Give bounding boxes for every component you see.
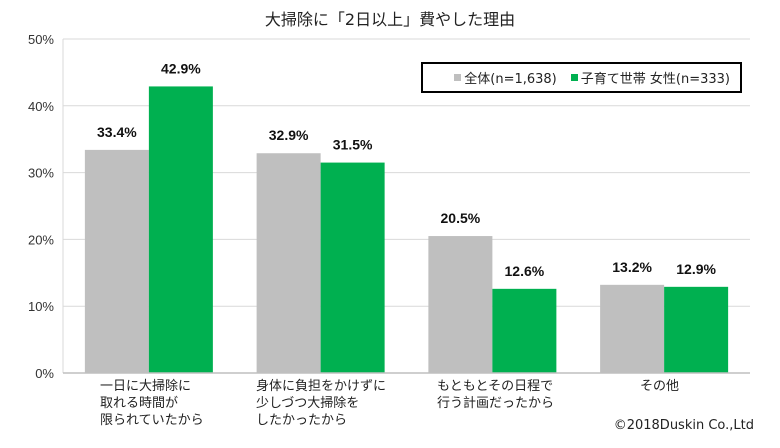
y-tick-label: 50% xyxy=(28,32,54,47)
bar xyxy=(428,236,493,373)
legend-swatch-green xyxy=(570,74,578,81)
data-label: 13.2% xyxy=(612,259,652,275)
bar xyxy=(256,153,321,373)
y-tick-label: 30% xyxy=(28,166,54,181)
data-label: 12.9% xyxy=(676,261,716,277)
data-label: 31.5% xyxy=(333,137,373,153)
bar xyxy=(492,288,557,373)
data-label: 42.9% xyxy=(161,60,201,76)
legend-swatch-gray xyxy=(454,74,462,81)
legend-label: 全体(n=1,638) xyxy=(464,72,557,87)
y-tick-label: 20% xyxy=(28,232,54,247)
copyright: ©2018Duskin Co.,Ltd xyxy=(613,418,754,433)
bar xyxy=(600,284,665,373)
data-label: 12.6% xyxy=(505,263,545,279)
category-label: もともとその日程で 行う計画だったから xyxy=(437,379,555,411)
chart-title: 大掃除に「2日以上」費やした理由 xyxy=(264,10,516,29)
bar xyxy=(148,86,213,373)
category-label: その他 xyxy=(640,379,680,394)
data-label: 33.4% xyxy=(97,124,137,140)
legend: 全体(n=1,638) 子育て世帯 女性(n=333) xyxy=(421,62,742,93)
category-label: 一日に大掃除に 取れる時間が 限られていたから xyxy=(100,379,204,428)
y-tick-label: 10% xyxy=(28,299,54,314)
legend-item-women: 子育て世帯 女性(n=333) xyxy=(570,68,730,87)
bar xyxy=(664,286,729,373)
bar xyxy=(320,162,385,373)
category-label: 身体に負担をかけずに 少しづつ大掃除を したかったから xyxy=(256,379,387,428)
data-label: 32.9% xyxy=(269,127,309,143)
legend-label: 子育て世帯 女性(n=333) xyxy=(580,72,730,87)
data-label: 20.5% xyxy=(441,210,481,226)
y-tick-label: 0% xyxy=(35,366,54,381)
bar xyxy=(84,149,149,373)
legend-item-all: 全体(n=1,638) xyxy=(454,68,557,87)
y-tick-label: 40% xyxy=(28,99,54,114)
